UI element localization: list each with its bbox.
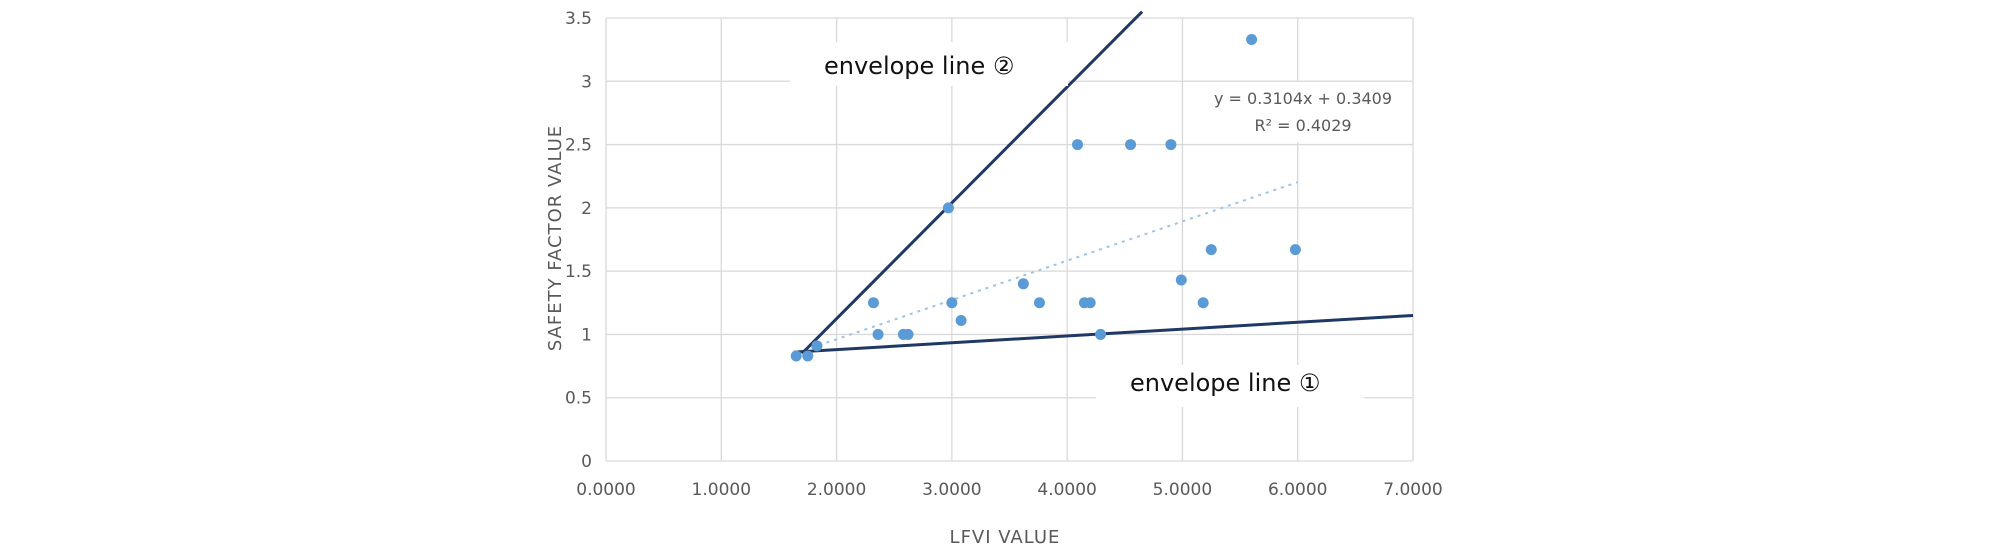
x-tick-label: 6.0000 — [1268, 480, 1327, 500]
data-point — [902, 328, 914, 340]
data-point — [1125, 139, 1137, 151]
data-point — [802, 350, 814, 362]
y-axis-title: SAFETY FACTOR VALUE — [545, 125, 566, 351]
points-layer — [790, 34, 1301, 362]
envelope-2-label-background — [790, 42, 1068, 86]
data-point — [811, 340, 823, 352]
x-tick-label: 1.0000 — [692, 480, 751, 500]
trendline-label-background — [1198, 82, 1408, 142]
y-tick-label: 2 — [581, 199, 592, 219]
trendline-layer — [795, 181, 1299, 354]
envelope-line-2-label: envelope line ② — [824, 52, 1014, 80]
trendline-equation: y = 0.3104x + 0.3409 — [1214, 89, 1392, 108]
y-tick-label: 1 — [581, 325, 592, 345]
envelope-line-2 — [800, 10, 1144, 355]
data-point — [1165, 139, 1177, 151]
trendline-r-squared: R² = 0.4029 — [1254, 116, 1351, 135]
data-point — [1084, 297, 1096, 309]
data-point — [955, 315, 967, 327]
label-layer: y = 0.3104x + 0.3409 R² = 0.4029 envelop… — [545, 42, 1408, 548]
data-point — [1017, 278, 1029, 290]
axis-layer: 0.0000 1.0000 2.0000 3.0000 4.0000 5.0000 6.00… — [565, 9, 1443, 500]
x-tick-label: 5.0000 — [1153, 480, 1212, 500]
envelope-line-1-label: envelope line ① — [1130, 369, 1320, 397]
y-tick-label: 0.5 — [565, 389, 592, 409]
y-tick-label: 3.5 — [565, 9, 592, 29]
data-point — [872, 328, 884, 340]
data-point — [1289, 244, 1301, 256]
data-point — [1205, 244, 1217, 256]
data-point — [946, 297, 958, 309]
x-tick-label: 4.0000 — [1037, 480, 1096, 500]
y-tick-label: 3 — [581, 72, 592, 92]
data-point — [1175, 274, 1187, 286]
data-point — [1197, 297, 1209, 309]
x-tick-label: 3.0000 — [922, 480, 981, 500]
x-axis-title: LFVI VALUE — [950, 527, 1061, 548]
x-tick-label: 7.0000 — [1383, 480, 1442, 500]
data-point — [867, 297, 879, 309]
y-tick-label: 0 — [581, 452, 592, 472]
data-point — [942, 202, 954, 214]
data-point — [1072, 139, 1084, 151]
x-tick-label: 2.0000 — [807, 480, 866, 500]
data-point — [1095, 328, 1107, 340]
y-tick-label: 1.5 — [565, 262, 592, 282]
envelope-1-label-background — [1096, 365, 1364, 407]
trendline — [795, 181, 1299, 354]
data-point — [1033, 297, 1045, 309]
x-tick-label: 0.0000 — [576, 480, 635, 500]
data-point — [790, 350, 802, 362]
y-tick-label: 2.5 — [565, 136, 592, 156]
data-point — [1246, 34, 1258, 46]
